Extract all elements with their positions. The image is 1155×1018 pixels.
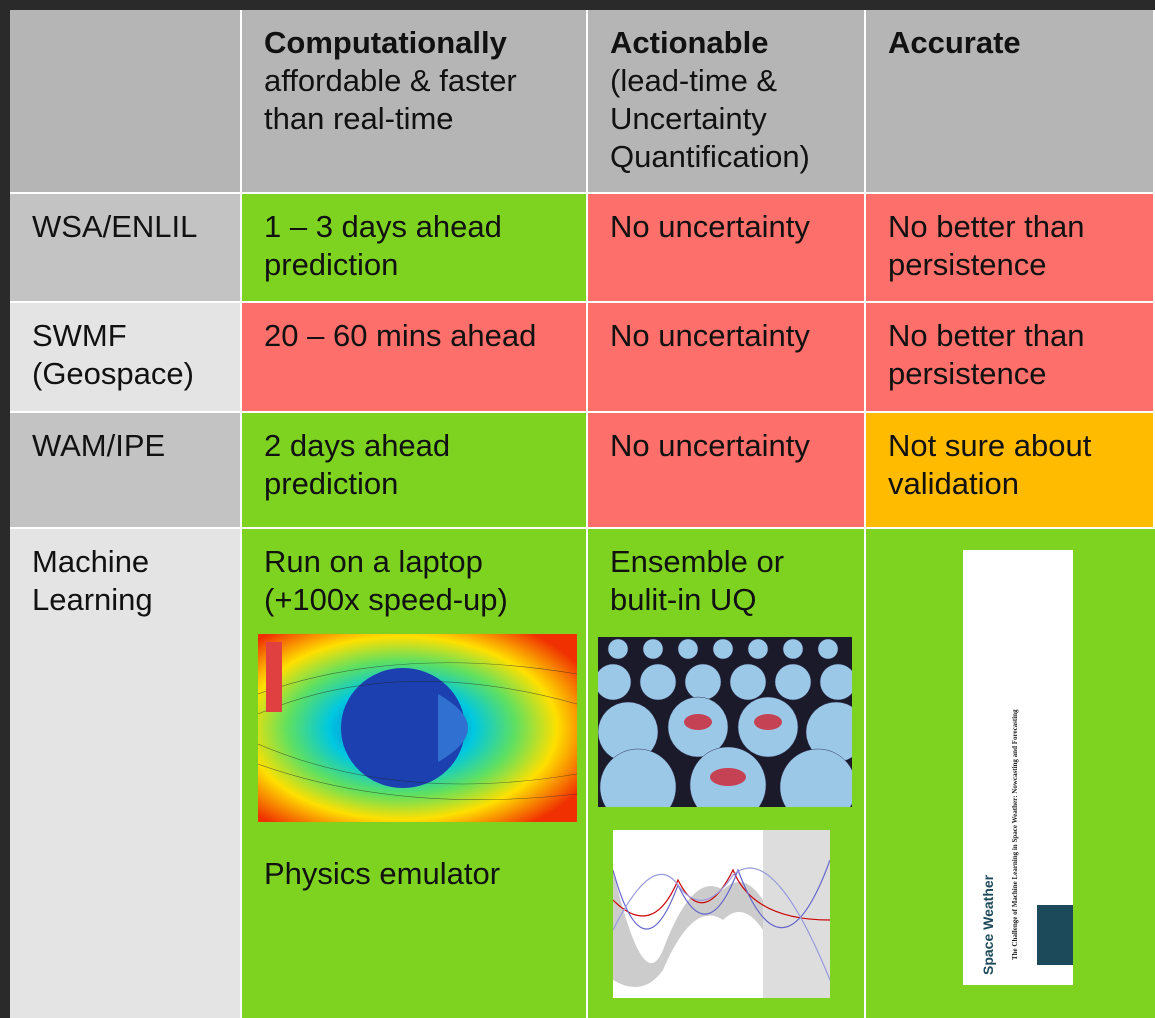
row-label: SWMF (Geospace) xyxy=(10,303,242,413)
row-label: Machine Learning xyxy=(10,529,242,1018)
header-subtitle: affordable & faster than real-time xyxy=(264,63,517,136)
header-subtitle: (lead-time & Uncertainty Quantification) xyxy=(610,63,810,174)
simulation-image xyxy=(258,634,577,822)
cell-text: Run on a laptop (+100x speed-up) xyxy=(264,544,508,617)
cell: Not sure about validation xyxy=(866,413,1155,529)
header-cell: Computationally affordable & faster than … xyxy=(242,10,588,194)
cell: 1 – 3 days ahead prediction xyxy=(242,194,588,303)
header-title: Actionable xyxy=(610,25,769,60)
cell: No uncertainty xyxy=(588,413,866,529)
header-cell: Accurate xyxy=(866,10,1155,194)
header-title: Accurate xyxy=(888,25,1021,60)
header-corner xyxy=(10,10,242,194)
cell: 2 days ahead prediction xyxy=(242,413,588,529)
cell: No better than persistence xyxy=(866,303,1155,413)
paper-image: Space Weather The Challenge of Machine L… xyxy=(963,550,1073,985)
uq-plot-image xyxy=(613,830,830,998)
cell: 20 – 60 mins ahead xyxy=(242,303,588,413)
paper-journal: Space Weather xyxy=(980,874,996,975)
header-title: Computationally xyxy=(264,25,507,60)
row-label: WSA/ENLIL xyxy=(10,194,242,303)
row-label: WAM/IPE xyxy=(10,413,242,529)
cell: No better than persistence xyxy=(866,194,1155,303)
cell: No uncertainty xyxy=(588,303,866,413)
cell: No uncertainty xyxy=(588,194,866,303)
header-cell: Actionable (lead-time & Uncertainty Quant… xyxy=(588,10,866,194)
paper-title: The Challenge of Machine Learning in Spa… xyxy=(1011,709,1019,960)
caption: Physics emulator xyxy=(264,856,501,891)
ensemble-image xyxy=(598,637,852,807)
